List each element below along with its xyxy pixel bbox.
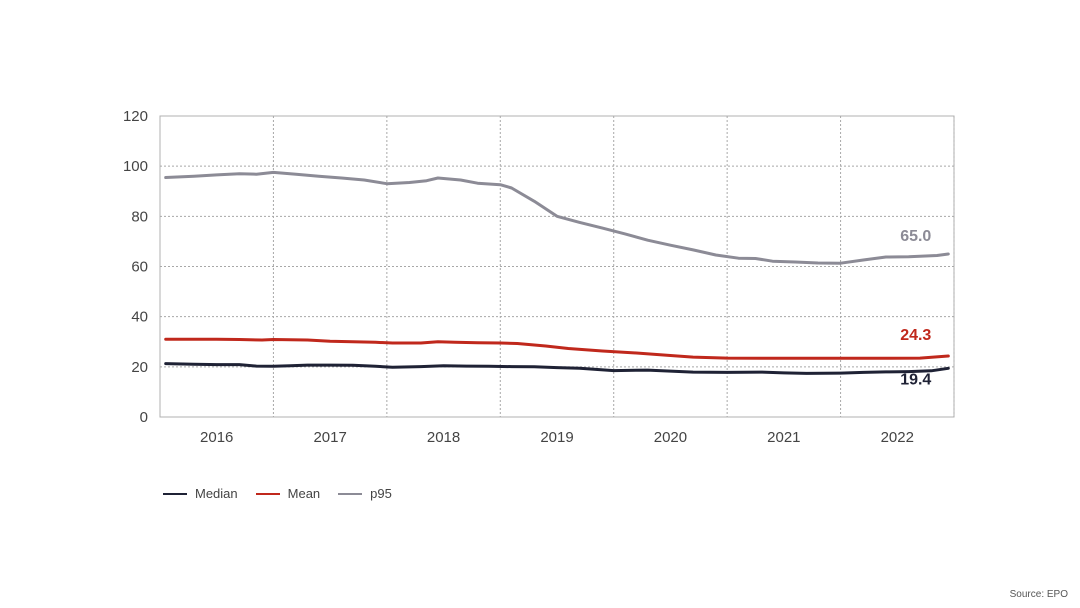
y-tick-label: 100 [123, 158, 148, 175]
legend-swatch-mean [256, 493, 280, 495]
y-tick-label: 0 [140, 409, 148, 426]
source-note: Source: EPO [1010, 589, 1068, 600]
y-tick-label: 20 [131, 359, 148, 376]
legend-swatch-p95 [338, 493, 362, 495]
x-tick-label: 2019 [540, 429, 573, 446]
y-tick-label: 60 [131, 259, 148, 276]
legend-item-median: Median [163, 486, 238, 501]
y-tick-label: 120 [123, 108, 148, 125]
legend-label-median: Median [195, 486, 238, 501]
x-tick-label: 2017 [313, 429, 346, 446]
legend-label-p95: p95 [370, 486, 392, 501]
legend-swatch-median [163, 493, 187, 495]
legend: Median Mean p95 [163, 486, 392, 501]
x-tick-label: 2022 [881, 429, 914, 446]
legend-label-mean: Mean [288, 486, 321, 501]
y-tick-label: 40 [131, 309, 148, 326]
end-label-median: 19.4 [900, 371, 931, 388]
legend-item-mean: Mean [256, 486, 321, 501]
x-tick-label: 2021 [767, 429, 800, 446]
x-tick-label: 2016 [200, 429, 233, 446]
y-tick-label: 80 [131, 208, 148, 225]
x-tick-label: 2020 [654, 429, 687, 446]
x-tick-labels: 2016 2017 2018 2019 2020 2021 2022 [200, 429, 914, 446]
legend-item-p95: p95 [338, 486, 392, 501]
end-label-mean: 24.3 [900, 327, 931, 344]
y-tick-labels: 0 20 40 60 80 100 120 [123, 108, 148, 426]
end-label-p95: 65.0 [900, 228, 931, 245]
x-tick-label: 2018 [427, 429, 460, 446]
